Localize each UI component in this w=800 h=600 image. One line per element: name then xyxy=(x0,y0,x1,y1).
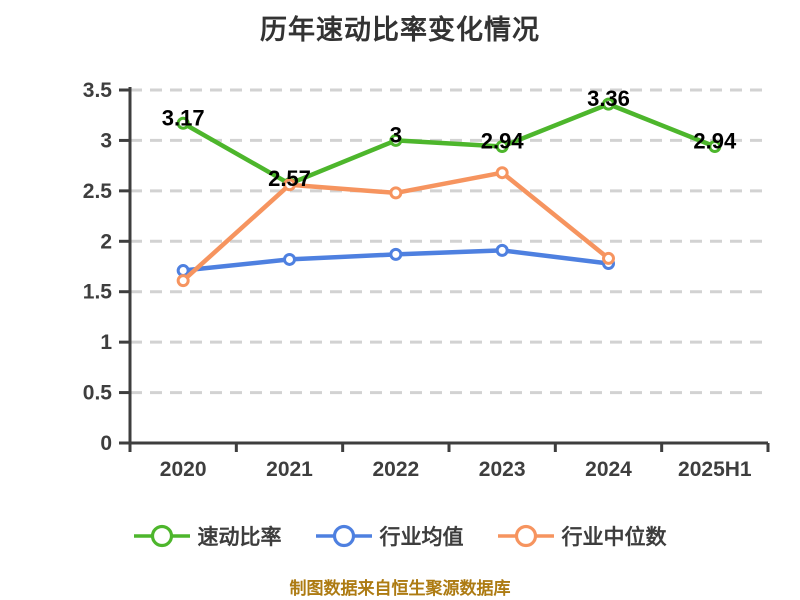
data-point[interactable] xyxy=(495,139,509,153)
data-point[interactable] xyxy=(495,166,509,180)
data-point[interactable] xyxy=(176,116,190,130)
data-point[interactable] xyxy=(176,264,190,278)
data-point[interactable] xyxy=(283,252,296,266)
x-axis-tick-label: 2023 xyxy=(479,458,526,481)
data-point[interactable] xyxy=(389,247,403,261)
legend-item-label: 速动比率 xyxy=(197,526,282,549)
data-point[interactable] xyxy=(389,133,403,147)
y-axis-tick-label: 1.5 xyxy=(83,281,113,304)
x-axis-tick-label: 2025H1 xyxy=(678,458,752,481)
data-point[interactable] xyxy=(176,274,190,288)
legend-item-quick-ratio[interactable]: 速动比率 xyxy=(133,521,282,551)
y-axis-tick-label: 0 xyxy=(100,432,112,455)
y-axis-tick-label: 3.5 xyxy=(83,79,113,102)
legend-line-circle-icon xyxy=(497,524,554,548)
data-point-label: 3.17 xyxy=(162,105,205,130)
data-point[interactable] xyxy=(495,243,509,257)
series-line-0 xyxy=(180,101,718,187)
legend-item-label: 行业中位数 xyxy=(561,526,667,549)
y-axis-tick-label: 3 xyxy=(100,129,112,152)
data-point-label: 2.94 xyxy=(693,128,737,153)
y-axis-tick-label: 2.5 xyxy=(83,180,113,203)
legend-item-industry-median[interactable]: 行业中位数 xyxy=(497,521,667,551)
legend-line-circle-icon xyxy=(133,524,190,548)
data-point[interactable] xyxy=(283,178,296,192)
data-point[interactable] xyxy=(602,251,615,265)
data-point-label: 3.36 xyxy=(587,86,630,111)
legend: 速动比率 行业均值 行业中位数 xyxy=(0,518,800,554)
data-point[interactable] xyxy=(389,186,403,200)
legend-item-label: 行业均值 xyxy=(379,526,464,549)
data-source-note: 制图数据来自恒生聚源数据库 xyxy=(289,579,511,598)
legend-line-circle-icon xyxy=(315,524,372,548)
y-axis-tick-label: 1 xyxy=(100,331,112,354)
x-axis-tick-label: 2024 xyxy=(585,458,632,481)
chart-title: 历年速动比率变化情况 xyxy=(260,15,540,45)
data-point-label: 2.94 xyxy=(481,128,525,153)
x-axis-tick-label: 2020 xyxy=(160,458,207,481)
data-point-label: 2.57 xyxy=(268,166,311,191)
y-axis-tick-label: 0.5 xyxy=(83,382,113,405)
data-point[interactable] xyxy=(602,97,615,111)
x-axis-tick-label: 2021 xyxy=(266,458,313,481)
y-axis-tick-label: 2 xyxy=(100,230,112,253)
data-point[interactable] xyxy=(708,139,722,153)
legend-item-industry-average[interactable]: 行业均值 xyxy=(315,521,464,551)
plot-area: 0 0.5 1 1.5 2 2.5 3 3.5 2020 2021 2022 2023 2024 2025… xyxy=(83,79,770,481)
x-axis-tick-label: 2022 xyxy=(372,458,419,481)
data-point-label: 3 xyxy=(390,122,402,147)
